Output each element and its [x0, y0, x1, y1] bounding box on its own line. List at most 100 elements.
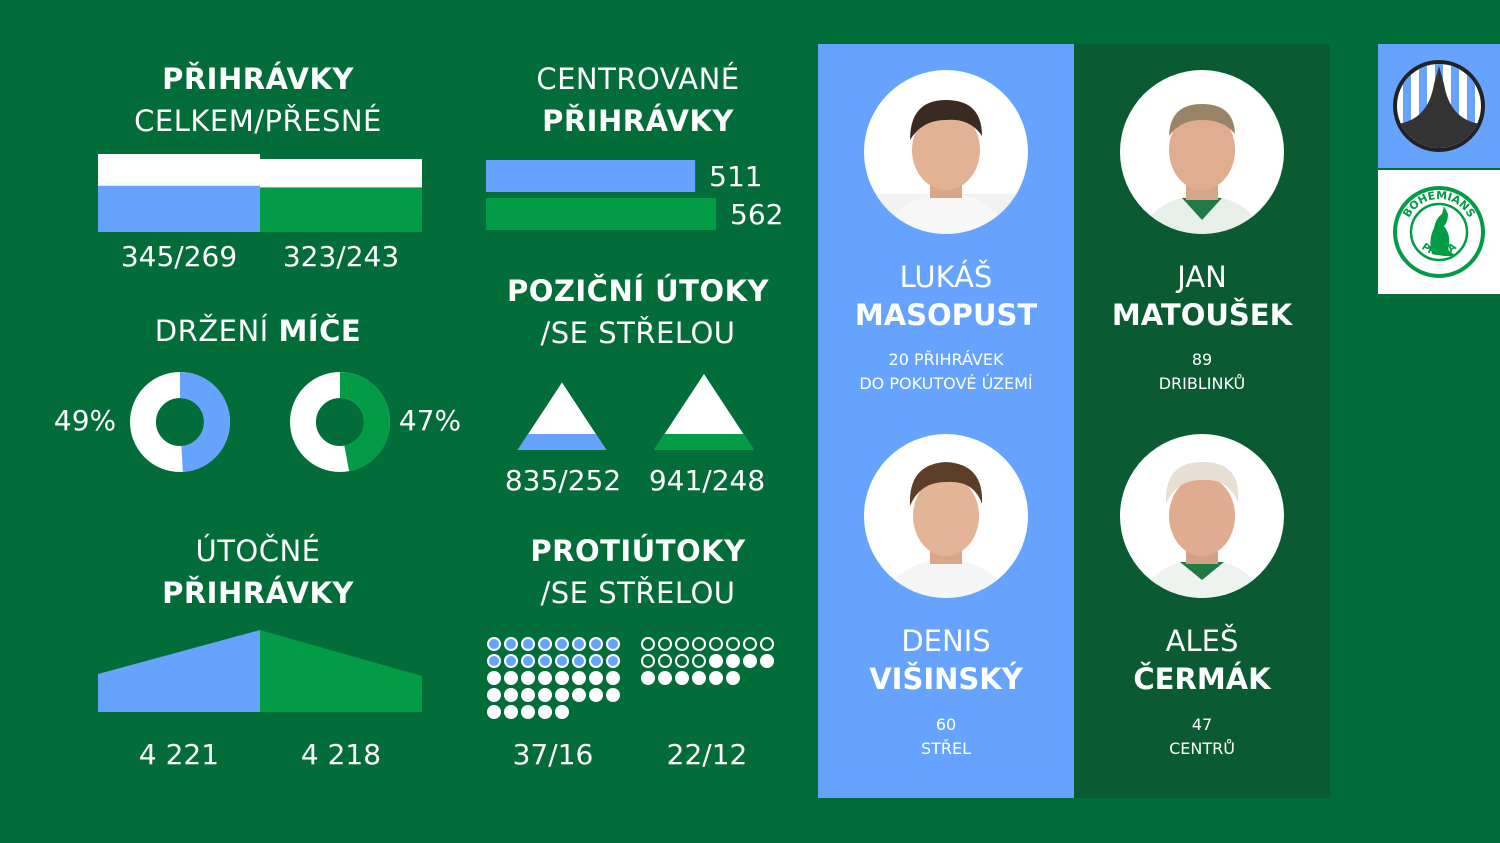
player-name-masopust: LUKÁŠ MASOPUST [854, 260, 1038, 332]
counter-attack-dot-blue [521, 671, 535, 685]
counter-attack-dot-blue [521, 688, 535, 702]
counter-attacks-title: PROTIÚTOKY /SE STŘELOU [530, 534, 746, 610]
counter-attack-shot-blue [574, 639, 584, 649]
crosses-value-blue: 511 [709, 160, 763, 193]
positional-attacks-title: POZIČNÍ ÚTOKY /SE STŘELOU [506, 274, 770, 350]
counter-attack-shot-blue [608, 656, 618, 666]
possession-arc-blue [130, 372, 230, 472]
counter-attack-dot-green [692, 671, 706, 685]
counter-attacks-value-blue: 37/16 [512, 738, 594, 771]
counter-attack-dot-blue [555, 705, 569, 719]
counter-attack-shot-blue [608, 639, 618, 649]
counter-attack-dot-green [675, 671, 689, 685]
counter-attack-dot-blue [589, 688, 603, 702]
counter-attacks-value-green: 22/12 [666, 738, 748, 771]
positional-attacks-band-blue [517, 434, 607, 450]
counter-attack-shot-green [762, 639, 772, 649]
passes-chart [98, 154, 422, 232]
passes-value-green: 323/243 [282, 240, 400, 273]
counter-attack-dot-blue [538, 688, 552, 702]
player-name-cermak: ALEŠ ČERMÁK [1133, 624, 1271, 696]
counter-attack-dot-blue [538, 671, 552, 685]
counter-attack-dot-blue [606, 688, 620, 702]
player-photo-cermak [1120, 434, 1284, 598]
crosses-chart [486, 160, 716, 230]
counter-attack-dot-green [760, 654, 774, 668]
counter-attack-shot-green [677, 656, 687, 666]
counter-attack-dot-blue [572, 688, 586, 702]
attacking-passes-title: ÚTOČNÉ PŘIHRÁVKY [162, 534, 354, 610]
counter-attack-dot-blue [504, 705, 518, 719]
home-team-logo [1393, 60, 1485, 152]
counter-attack-shot-blue [574, 656, 584, 666]
crosses-bar-green [486, 198, 716, 230]
counter-attack-dot-blue [589, 671, 603, 685]
possession-value-green: 47% [398, 404, 462, 437]
counter-attack-shot-blue [540, 639, 550, 649]
counter-attack-dot-green [709, 671, 723, 685]
counter-attacks-chart [487, 637, 774, 719]
counter-attack-shot-blue [523, 656, 533, 666]
counter-attack-shot-green [643, 656, 653, 666]
attacking-passes-area-green [260, 630, 422, 712]
passes-value-blue: 345/269 [120, 240, 238, 273]
passes-title: PŘIHRÁVKY CELKEM/PŘESNÉ [134, 62, 382, 138]
counter-attack-dot-blue [487, 705, 501, 719]
counter-attack-shot-green [745, 639, 755, 649]
possession-title: DRŽENÍ MÍČE [154, 314, 362, 348]
player-name-matousek: JAN MATOUŠEK [1111, 260, 1293, 332]
positional-attacks-value-blue: 835/252 [504, 464, 622, 497]
positional-attacks-chart [517, 374, 754, 450]
counter-attack-shot-green [643, 639, 653, 649]
counter-attack-shot-green [660, 639, 670, 649]
crosses-bar-blue [486, 160, 696, 192]
counter-attack-shot-blue [489, 639, 499, 649]
counter-attack-dot-blue [487, 688, 501, 702]
player-name-visinsky: DENIS VIŠINSKÝ [869, 624, 1023, 696]
counter-attack-shot-green [694, 656, 704, 666]
attacking-passes-chart [98, 630, 422, 712]
counter-attack-shot-blue [506, 639, 516, 649]
possession-arc-green [290, 372, 390, 472]
counter-attack-shot-blue [523, 639, 533, 649]
counter-attack-shot-blue [591, 656, 601, 666]
counter-attack-shot-green [660, 656, 670, 666]
away-team-logo: BOHEMIANS PRAHA [1393, 186, 1485, 278]
counter-attack-dot-green [641, 671, 655, 685]
positional-attacks-triangle-green [654, 374, 754, 450]
counter-attack-shot-green [711, 639, 721, 649]
counter-attack-shot-blue [591, 639, 601, 649]
counter-attack-dot-blue [606, 671, 620, 685]
counter-attack-shot-blue [557, 639, 567, 649]
crosses-title: CENTROVANÉ PŘIHRÁVKY [536, 62, 740, 138]
counter-attack-dot-blue [555, 688, 569, 702]
positional-attacks-value-green: 941/248 [648, 464, 766, 497]
counter-attack-shot-blue [540, 656, 550, 666]
possession-value-blue: 49% [53, 404, 117, 437]
positional-attacks-triangle-blue [517, 382, 607, 450]
counter-attack-shot-blue [489, 656, 499, 666]
counter-attack-dot-green [726, 654, 740, 668]
counter-attack-dot-blue [521, 705, 535, 719]
attacking-passes-value-blue: 4 221 [138, 738, 220, 771]
counter-attack-shot-green [728, 639, 738, 649]
player-photo-visinsky [864, 434, 1028, 598]
counter-attack-dot-blue [504, 671, 518, 685]
counter-attack-dot-green [726, 671, 740, 685]
positional-attacks-band-green [654, 434, 754, 450]
possession-donut-green [290, 372, 390, 472]
player-photo-matousek [1120, 70, 1284, 234]
counter-attack-shot-blue [557, 656, 567, 666]
counter-attack-dot-blue [538, 705, 552, 719]
possession-donut-blue [130, 372, 230, 472]
counter-attack-shot-blue [506, 656, 516, 666]
counter-attack-dot-blue [487, 671, 501, 685]
player-stat-cermak: 47 CENTRŮ [1169, 715, 1235, 758]
player-stat-masopust: 20 PŘIHRÁVEK DO POKUTOVÉ ÚZEMÍ [859, 350, 1033, 393]
attacking-passes-area-blue [98, 630, 260, 712]
counter-attack-dot-green [743, 654, 757, 668]
player-photo-masopust [864, 70, 1028, 234]
counter-attack-dot-green [658, 671, 672, 685]
counter-attack-dot-green [709, 654, 723, 668]
passes-bar-green-accurate [260, 187, 422, 232]
